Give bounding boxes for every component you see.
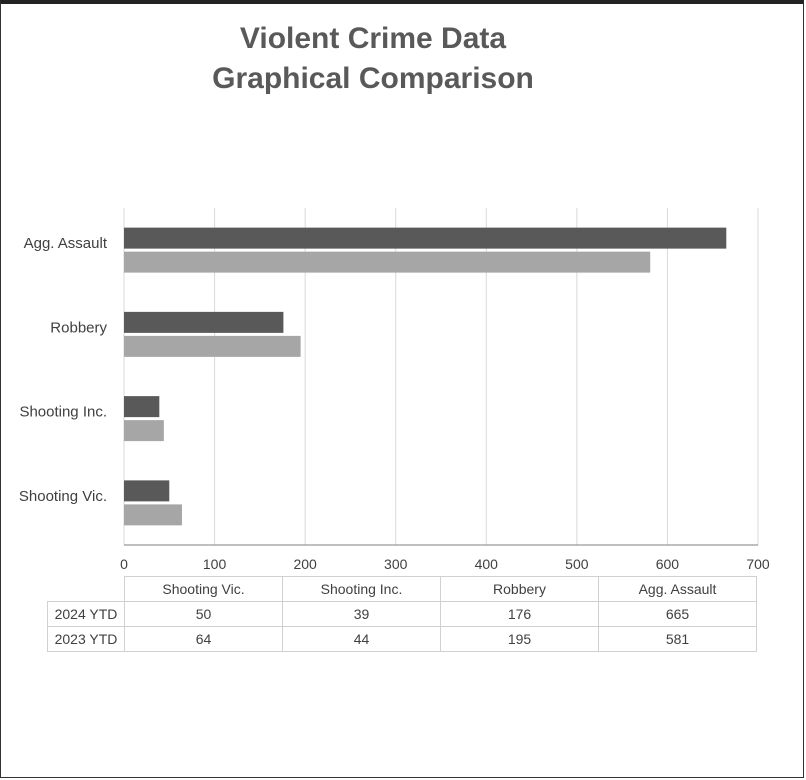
bar-2024 [124,227,727,249]
chart-title-line2: Graphical Comparison [212,62,534,95]
category-label: Agg. Assault [24,235,108,252]
table-cell: 39 [282,601,441,627]
x-tick-label: 100 [203,556,227,572]
table-header: Agg. Assault [598,576,757,602]
bar-2024 [124,311,284,333]
table-cell: 665 [598,601,757,627]
table-cell: 195 [440,626,599,652]
data-table: Shooting Vic. Shooting Inc. Robbery Agg.… [47,576,757,652]
category-label: Shooting Vic. [19,488,107,505]
bar-2024 [124,480,170,502]
x-tick-label: 700 [746,556,770,572]
x-tick-label: 400 [475,556,499,572]
table-cell: 581 [598,626,757,652]
table-row: 2023 YTD 64 44 195 581 [47,626,757,652]
table-cell: 50 [124,601,283,627]
table-row: 2024 YTD 50 39 176 665 [47,601,757,627]
table-header: Robbery [440,576,599,602]
table-cell: 176 [440,601,599,627]
table-cell: 44 [282,626,441,652]
bar-2024 [124,396,160,418]
bar-chart: 0 100 200 300 400 500 600 700 Shooting Vic. Shoot… [19,208,770,572]
bar-2023 [124,251,651,273]
category-label: Shooting Inc. [19,404,107,421]
table-row-label: 2024 YTD [47,601,125,627]
bar-2023 [124,504,182,526]
x-tick-label: 600 [656,556,680,572]
x-tick-label: 200 [293,556,317,572]
x-tick-label: 300 [384,556,408,572]
table-header-row: Shooting Vic. Shooting Inc. Robbery Agg.… [48,576,757,602]
table-header: Shooting Inc. [282,576,441,602]
x-tick-label: 0 [120,556,128,572]
chart-title-line1: Violent Crime Data [239,22,507,55]
x-tick-label: 500 [565,556,589,572]
bar-2023 [124,420,164,442]
table-header: Shooting Vic. [124,576,283,602]
category-label: Robbery [50,319,107,336]
table-row-label: 2023 YTD [47,626,125,652]
bar-2023 [124,335,301,357]
table-cell: 64 [124,626,283,652]
table-corner [48,577,125,602]
